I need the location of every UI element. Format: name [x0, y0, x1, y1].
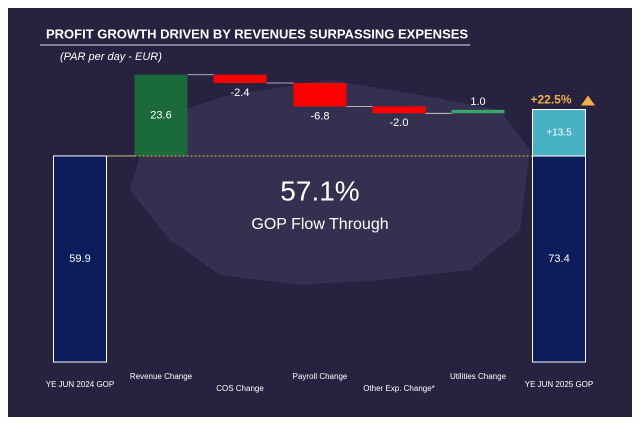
value-label: 1.0	[470, 96, 485, 108]
increase-segment	[532, 109, 586, 157]
chart-title: PROFIT GROWTH DRIVEN BY REVENUES SURPASS…	[46, 26, 468, 41]
x-tick-label: YE JUN 2024 GOP	[46, 380, 114, 389]
bar	[53, 155, 107, 363]
bar	[451, 109, 505, 114]
x-tick-label: Revenue Change	[130, 372, 193, 381]
bar	[213, 74, 267, 84]
bar	[134, 74, 188, 156]
x-tick-label: COS Change	[216, 384, 264, 393]
chart-subtitle: (PAR per day - EUR)	[60, 51, 162, 63]
increase-label: +13.5	[546, 127, 572, 138]
x-tick-label: Utilities Change	[450, 372, 507, 381]
map-shape	[130, 80, 530, 285]
x-tick-label: Other Exp. Change*	[363, 384, 435, 393]
x-tick-label: Payroll Change	[293, 372, 348, 381]
value-label: -2.0	[390, 117, 409, 129]
bar	[293, 83, 347, 107]
x-tick-label: YE JUN 2025 GOP	[525, 380, 593, 389]
pct-arrow	[581, 95, 595, 106]
value-label: 59.9	[69, 253, 90, 265]
value-label: 73.4	[548, 253, 569, 265]
flow-through-value: 57.1%	[280, 175, 359, 206]
value-label: -2.4	[231, 87, 250, 99]
value-label: 23.6	[150, 109, 171, 121]
increase-pct: +22.5%	[530, 93, 571, 107]
flow-through-label: GOP Flow Through	[251, 216, 388, 233]
bar	[372, 106, 426, 114]
value-label: -6.8	[311, 110, 330, 122]
